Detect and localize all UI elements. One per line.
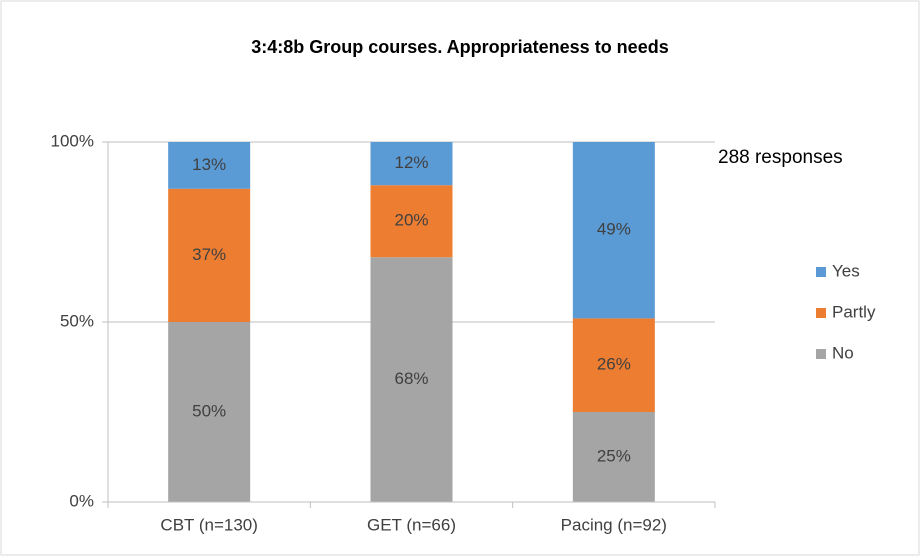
- chart-title: 3:4:8b Group courses. Appropriateness to…: [251, 37, 668, 57]
- data-label: 50%: [192, 401, 226, 420]
- data-label: 37%: [192, 245, 226, 264]
- bar-segment: [168, 322, 251, 502]
- x-tick-label: Pacing (n=92): [561, 515, 667, 534]
- legend-swatch: [816, 308, 826, 318]
- data-label: 13%: [192, 155, 226, 174]
- annotation: 288 responses: [718, 147, 843, 168]
- legend-label: Partly: [832, 302, 876, 321]
- legend-label: No: [832, 343, 854, 362]
- bar-segment: [168, 142, 251, 189]
- bar-segment: [572, 318, 655, 412]
- legend-swatch: [816, 349, 826, 359]
- bar-segment: [168, 188, 251, 322]
- y-tick-label: 50%: [60, 311, 94, 330]
- data-label: 12%: [394, 153, 428, 172]
- legend-label: Yes: [832, 261, 860, 280]
- data-label: 26%: [597, 355, 631, 374]
- y-tick-label: 100%: [51, 131, 94, 150]
- bar-segment: [572, 412, 655, 502]
- bar-segment: [572, 142, 655, 319]
- data-label: 20%: [394, 211, 428, 230]
- bar-segment: [370, 142, 453, 186]
- data-label: 25%: [597, 446, 631, 465]
- y-tick-label: 0%: [69, 491, 94, 510]
- x-tick-label: CBT (n=130): [160, 515, 257, 534]
- data-label: 49%: [597, 220, 631, 239]
- bar-segment: [370, 257, 453, 502]
- bar-segment: [370, 185, 453, 258]
- x-tick-label: GET (n=66): [367, 515, 456, 534]
- data-label: 68%: [394, 369, 428, 388]
- legend-swatch: [816, 267, 826, 277]
